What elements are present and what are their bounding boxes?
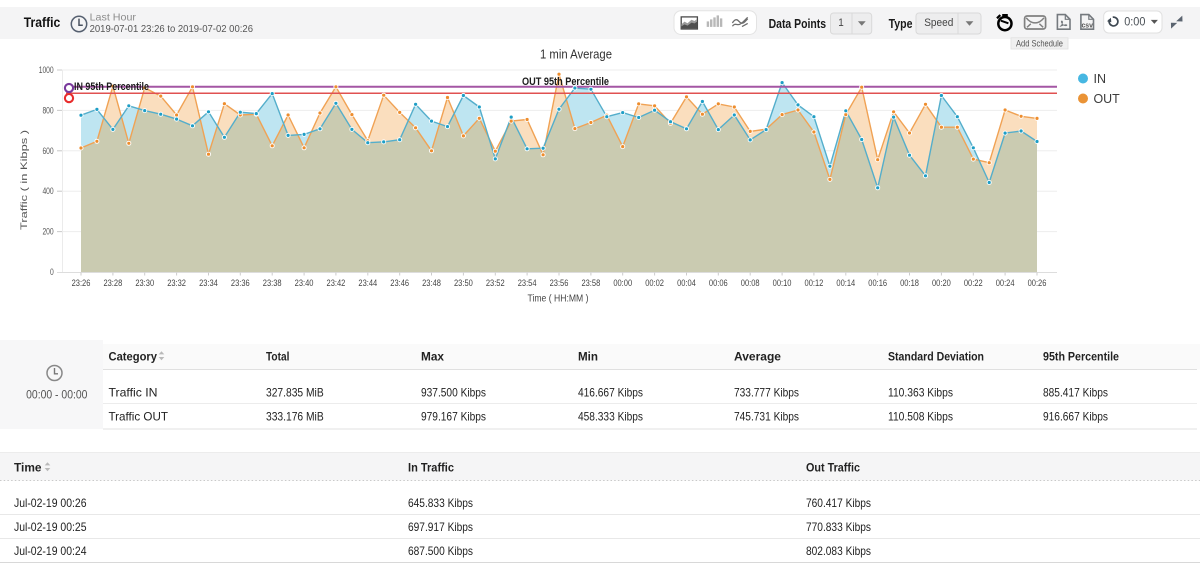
svg-text:937.500 Kibps: 937.500 Kibps [421, 386, 486, 400]
svg-text:csv: csv [1081, 22, 1093, 29]
svg-text:400: 400 [42, 186, 53, 196]
svg-text:00:16: 00:16 [868, 278, 887, 289]
svg-text:00:02: 00:02 [645, 278, 664, 289]
svg-text:95th Percentile: 95th Percentile [1043, 350, 1119, 364]
svg-text:885.417 Kibps: 885.417 Kibps [1043, 386, 1108, 400]
svg-text:Type: Type [889, 16, 913, 31]
svg-text:Speed: Speed [924, 17, 953, 29]
svg-text:23:50: 23:50 [454, 278, 473, 289]
svg-text:Time: Time [14, 461, 42, 475]
svg-text:Average: Average [734, 350, 781, 364]
svg-text:Data Points: Data Points [769, 16, 827, 31]
svg-text:IN: IN [1094, 71, 1107, 86]
svg-text:23:30: 23:30 [135, 278, 154, 289]
svg-text:In Traffic: In Traffic [408, 461, 454, 475]
svg-text:00:00: 00:00 [613, 278, 632, 289]
svg-text:416.667 Kibps: 416.667 Kibps [578, 386, 643, 400]
svg-text:733.777 Kibps: 733.777 Kibps [734, 386, 799, 400]
svg-text:Traffic: Traffic [24, 15, 61, 30]
svg-text:Jul-02-19 00:25: Jul-02-19 00:25 [14, 520, 87, 534]
svg-text:687.500 Kibps: 687.500 Kibps [408, 544, 473, 558]
svg-text:745.731 Kibps: 745.731 Kibps [734, 410, 799, 424]
svg-text:Traffic IN: Traffic IN [109, 386, 158, 400]
svg-text:1: 1 [838, 17, 844, 29]
svg-text:00:10: 00:10 [773, 278, 792, 289]
svg-text:Add Schedule: Add Schedule [1016, 38, 1063, 48]
svg-text:23:56: 23:56 [550, 278, 569, 289]
svg-text:458.333 Kibps: 458.333 Kibps [578, 410, 643, 424]
svg-text:770.833 Kibps: 770.833 Kibps [806, 520, 871, 534]
svg-text:760.417 Kibps: 760.417 Kibps [806, 496, 871, 510]
svg-text:110.363 Kibps: 110.363 Kibps [888, 386, 953, 400]
svg-text:Max: Max [421, 350, 444, 364]
svg-text:Traffic ( in Kibps ): Traffic ( in Kibps ) [19, 130, 29, 230]
svg-text:200: 200 [42, 227, 53, 237]
svg-text:327.835 MiB: 327.835 MiB [266, 386, 324, 400]
svg-text:23:58: 23:58 [581, 278, 600, 289]
svg-text:00:18: 00:18 [900, 278, 919, 289]
svg-text:23:42: 23:42 [327, 278, 346, 289]
svg-text:110.508 Kibps: 110.508 Kibps [888, 410, 953, 424]
svg-text:Jul-02-19 00:24: Jul-02-19 00:24 [14, 544, 87, 558]
svg-text:23:26: 23:26 [72, 278, 91, 289]
svg-text:00:26: 00:26 [1028, 278, 1047, 289]
svg-text:Standard Deviation: Standard Deviation [888, 350, 984, 364]
svg-text:00:12: 00:12 [805, 278, 824, 289]
svg-text:23:46: 23:46 [390, 278, 409, 289]
svg-text:00:20: 00:20 [932, 278, 951, 289]
svg-text:OUT 95th Percentile: OUT 95th Percentile [522, 76, 609, 88]
svg-text:23:36: 23:36 [231, 278, 250, 289]
svg-text:23:48: 23:48 [422, 278, 441, 289]
svg-text:Category: Category [109, 350, 158, 364]
svg-text:Traffic OUT: Traffic OUT [109, 410, 169, 424]
svg-text:23:40: 23:40 [295, 278, 314, 289]
svg-text:IN 95th Percentile: IN 95th Percentile [74, 81, 149, 93]
svg-text:Total: Total [266, 350, 289, 364]
svg-text:23:34: 23:34 [199, 278, 218, 289]
svg-text:1000: 1000 [39, 65, 54, 75]
svg-text:23:44: 23:44 [358, 278, 377, 289]
svg-text:Jul-02-19 00:26: Jul-02-19 00:26 [14, 496, 87, 510]
svg-text:Last Hour: Last Hour [90, 11, 137, 23]
svg-text:23:32: 23:32 [167, 278, 186, 289]
svg-text:00:14: 00:14 [836, 278, 855, 289]
svg-text:979.167 Kibps: 979.167 Kibps [421, 410, 486, 424]
svg-text:645.833 Kibps: 645.833 Kibps [408, 496, 473, 510]
svg-text:802.083 Kibps: 802.083 Kibps [806, 544, 871, 558]
svg-text:Out Traffic: Out Traffic [806, 461, 860, 475]
svg-text:00:24: 00:24 [996, 278, 1015, 289]
svg-text:23:54: 23:54 [518, 278, 537, 289]
svg-text:0:00: 0:00 [1124, 17, 1145, 29]
svg-text:916.667 Kibps: 916.667 Kibps [1043, 410, 1108, 424]
svg-text:23:28: 23:28 [103, 278, 122, 289]
svg-text:00:08: 00:08 [741, 278, 760, 289]
svg-text:00:00 - 00:00: 00:00 - 00:00 [26, 388, 88, 402]
svg-text:600: 600 [42, 146, 53, 156]
svg-text:800: 800 [42, 105, 53, 115]
svg-text:23:38: 23:38 [263, 278, 282, 289]
svg-text:Min: Min [578, 350, 598, 364]
svg-text:697.917 Kibps: 697.917 Kibps [408, 520, 473, 534]
svg-text:Time ( HH:MM ): Time ( HH:MM ) [528, 294, 589, 305]
svg-text:333.176 MiB: 333.176 MiB [266, 410, 324, 424]
svg-text:OUT: OUT [1094, 91, 1120, 106]
svg-text:00:22: 00:22 [964, 278, 983, 289]
svg-text:23:52: 23:52 [486, 278, 505, 289]
svg-text:00:06: 00:06 [709, 278, 728, 289]
svg-text:1 min Average: 1 min Average [540, 48, 612, 62]
svg-text:00:04: 00:04 [677, 278, 696, 289]
svg-text:2019-07-01 23:26 to 2019-07-02: 2019-07-01 23:26 to 2019-07-02 00:26 [90, 23, 254, 35]
svg-text:0: 0 [50, 267, 54, 277]
